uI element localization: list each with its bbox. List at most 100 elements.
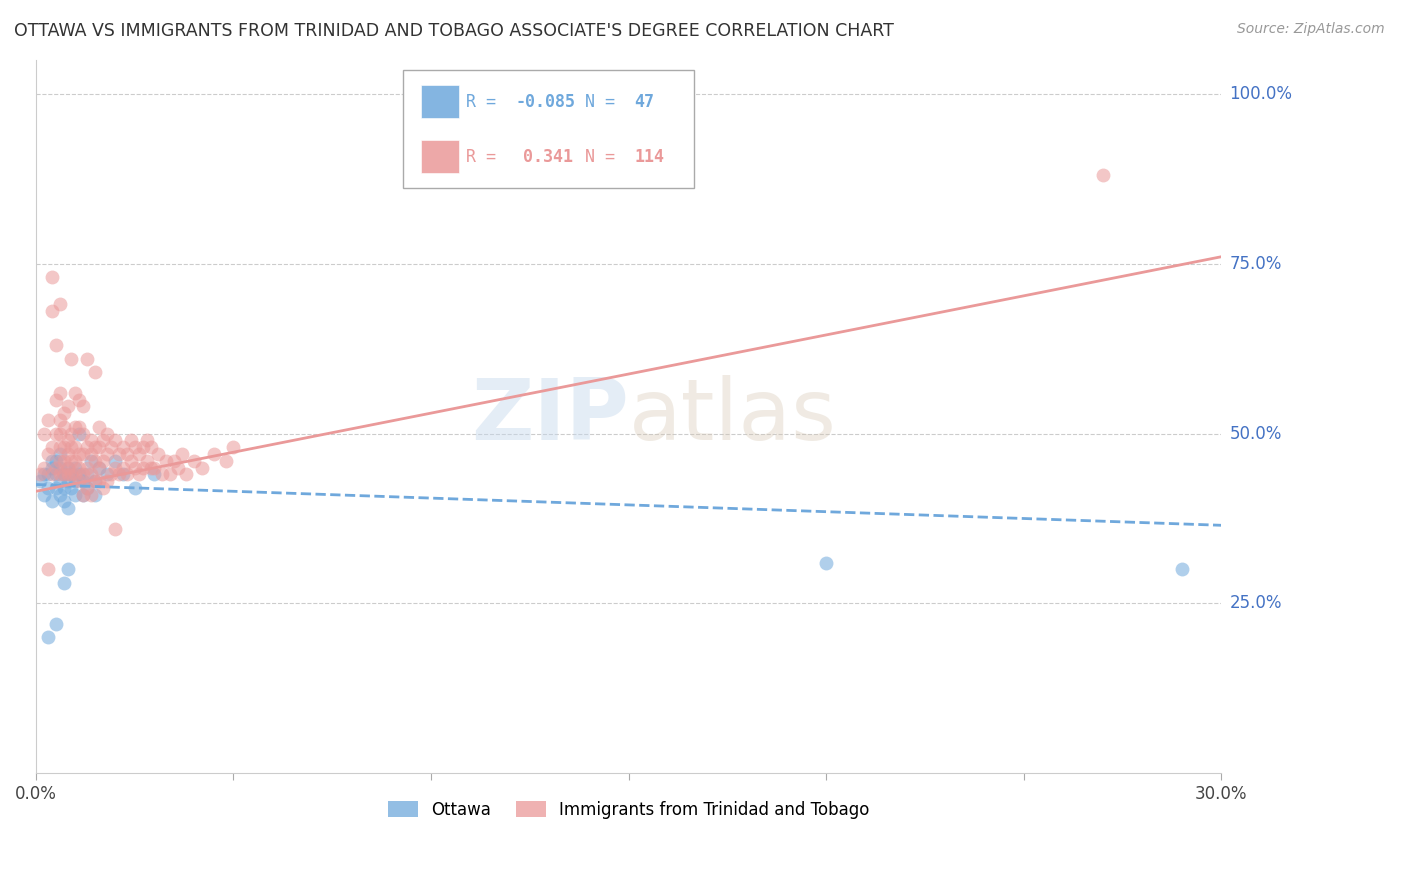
Text: 114: 114 [634,148,665,166]
Point [41,467,63,482]
Point [37,413,59,427]
Point [28,474,51,488]
Point [104,522,127,536]
Point [80,453,103,467]
Point [91,481,114,495]
Point [45,467,67,482]
Text: 25.0%: 25.0% [1230,594,1282,613]
Point [32,488,55,502]
Point [56,434,79,448]
Point [72,400,94,414]
Point [163,453,186,467]
FancyBboxPatch shape [422,140,460,173]
Point [148,447,170,461]
Point [28,467,51,482]
Point [143,460,166,475]
Point [52,467,75,482]
Point [45,616,67,631]
Text: 100.0%: 100.0% [1230,85,1292,103]
Point [124,440,146,454]
Point [120,453,142,467]
Point [65,385,87,400]
Point [48,297,70,311]
Point [104,460,127,475]
Text: R =: R = [467,148,516,166]
Point [108,447,131,461]
Point [139,460,162,475]
Text: R =: R = [467,93,506,111]
Point [89,460,111,475]
Point [48,440,70,454]
Point [96,447,118,461]
Point [96,426,118,441]
Point [76,440,98,454]
Point [52,440,75,454]
Point [128,467,150,482]
Point [72,488,94,502]
Point [172,447,194,461]
Point [120,434,142,448]
Point [67,467,90,482]
Point [48,385,70,400]
Point [37,447,59,461]
Point [131,460,153,475]
Text: OTTAWA VS IMMIGRANTS FROM TRINIDAD AND TOBAGO ASSOCIATE'S DEGREE CORRELATION CHA: OTTAWA VS IMMIGRANTS FROM TRINIDAD AND T… [14,22,894,40]
Point [111,440,134,454]
Point [89,460,111,475]
Point [48,467,70,482]
FancyBboxPatch shape [404,70,693,188]
Point [65,460,87,475]
Point [45,392,67,407]
Point [56,474,79,488]
Point [76,481,98,495]
Point [56,460,79,475]
Text: -0.085: -0.085 [516,93,576,111]
Point [48,460,70,475]
Point [52,453,75,467]
Point [67,392,90,407]
Point [84,474,107,488]
Point [67,460,90,475]
Point [80,434,103,448]
Point [84,440,107,454]
Point [191,460,214,475]
Point [45,481,67,495]
Point [96,474,118,488]
Point [104,453,127,467]
Point [135,453,157,467]
Point [41,270,63,285]
Point [115,467,138,482]
Text: 0.341: 0.341 [523,148,574,166]
Point [45,426,67,441]
Point [89,474,111,488]
Point [100,440,122,454]
Point [65,467,87,482]
Point [108,467,131,482]
Point [56,447,79,461]
Point [84,365,107,379]
Point [32,467,55,482]
Point [60,481,83,495]
Point [131,440,153,454]
Point [1170,562,1192,576]
Point [91,434,114,448]
Point [41,494,63,508]
Point [56,562,79,576]
Point [84,474,107,488]
Point [89,419,111,434]
Point [1091,168,1114,182]
Point [41,460,63,475]
Point [100,467,122,482]
Point [60,440,83,454]
Point [48,453,70,467]
Point [32,460,55,475]
Point [150,467,173,482]
Point [80,467,103,482]
Point [84,488,107,502]
Point [60,426,83,441]
Point [214,453,236,467]
Point [37,562,59,576]
Text: 75.0%: 75.0% [1230,254,1282,273]
Point [41,304,63,318]
Text: atlas: atlas [628,375,837,458]
